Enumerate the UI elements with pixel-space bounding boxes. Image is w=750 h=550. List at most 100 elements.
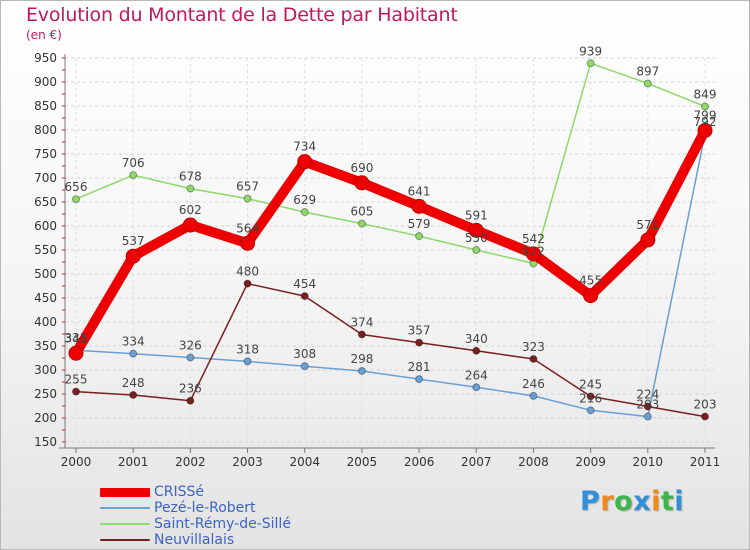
- data-point: [300, 292, 309, 301]
- data-point: [586, 59, 595, 68]
- data-label: 641: [408, 184, 431, 198]
- data-label: 522: [522, 244, 545, 258]
- data-point: [468, 222, 484, 238]
- data-point: [415, 232, 424, 241]
- data-point: [529, 354, 538, 363]
- legend-swatch: [100, 507, 150, 509]
- data-point: [357, 219, 366, 228]
- x-tick-label: 2004: [289, 455, 320, 469]
- data-label: 248: [122, 376, 145, 390]
- data-label: 792: [694, 115, 717, 129]
- data-point: [129, 171, 138, 180]
- data-label: 579: [408, 217, 431, 231]
- data-point: [525, 246, 541, 262]
- series-line: [75, 133, 706, 418]
- data-point: [640, 232, 656, 248]
- data-label: 602: [179, 203, 202, 217]
- data-point: [68, 345, 84, 361]
- y-tick-label: 500: [34, 267, 57, 281]
- data-label: 255: [65, 373, 88, 387]
- data-label: 564: [236, 221, 259, 235]
- data-point: [129, 390, 138, 399]
- x-tick-label: 2010: [633, 455, 664, 469]
- x-tick-label: 2006: [404, 455, 435, 469]
- data-point: [300, 362, 309, 371]
- data-point: [415, 338, 424, 347]
- data-label: 591: [465, 208, 488, 222]
- data-point: [243, 357, 252, 366]
- data-point: [472, 383, 481, 392]
- data-point: [472, 246, 481, 254]
- y-tick-label: 950: [34, 51, 57, 65]
- data-label: 334: [122, 335, 145, 349]
- data-label: 357: [408, 324, 431, 338]
- data-label: 706: [122, 156, 145, 170]
- legend-label: Saint-Rémy-de-Sillé: [154, 516, 291, 532]
- data-point: [643, 402, 652, 411]
- legend-swatch: [100, 523, 150, 525]
- x-tick-label: 2008: [518, 455, 549, 469]
- chart-subtitle: (en €): [26, 28, 62, 42]
- series-line: [71, 125, 710, 359]
- data-point: [586, 392, 595, 401]
- y-tick-label: 600: [34, 219, 57, 233]
- y-tick-label: 250: [34, 387, 57, 401]
- y-tick-label: 450: [34, 291, 57, 305]
- data-point: [72, 195, 80, 204]
- data-label: 454: [293, 277, 316, 291]
- data-label: 203: [694, 398, 717, 412]
- x-tick-label: 2002: [175, 455, 206, 469]
- data-point: [186, 353, 195, 362]
- data-point: [182, 217, 198, 233]
- data-point: [529, 391, 538, 400]
- data-label: 849: [694, 87, 717, 101]
- data-label: 605: [350, 205, 373, 219]
- y-tick-label: 850: [34, 99, 57, 113]
- data-point: [72, 387, 80, 396]
- data-label: 308: [293, 347, 316, 361]
- data-label: 216: [579, 391, 602, 405]
- legend-swatch: [100, 487, 150, 497]
- data-label: 480: [236, 265, 259, 279]
- data-label: 246: [522, 377, 545, 391]
- data-label: 341: [65, 331, 88, 345]
- data-label: 656: [65, 180, 88, 194]
- data-label: 571: [636, 218, 659, 232]
- logo-letter: o: [614, 486, 634, 517]
- logo-letter: P: [580, 486, 601, 517]
- data-label: 455: [579, 274, 602, 288]
- data-label: 939: [579, 44, 602, 58]
- legend-swatch: [100, 539, 150, 541]
- data-point: [125, 248, 141, 264]
- y-tick-label: 350: [34, 339, 57, 353]
- data-point: [357, 366, 366, 375]
- legend-item: Pezé-le-Robert: [100, 500, 291, 516]
- data-point: [297, 154, 313, 170]
- data-label: 629: [293, 193, 316, 207]
- data-point: [243, 194, 252, 203]
- data-label: 690: [350, 161, 373, 175]
- y-tick-label: 700: [34, 171, 57, 185]
- x-tick-label: 2000: [61, 455, 92, 469]
- legend-label: CRISSé: [154, 484, 205, 500]
- logo-letter: x: [633, 486, 652, 517]
- data-label: 335: [65, 331, 88, 345]
- data-point: [243, 279, 252, 288]
- y-tick-label: 800: [34, 123, 57, 137]
- x-tick-label: 2011: [690, 455, 721, 469]
- legend-label: Neuvillalais: [154, 532, 235, 548]
- x-tick-label: 2003: [232, 455, 263, 469]
- data-label: 374: [350, 315, 373, 329]
- data-point: [186, 184, 195, 193]
- chart-title: Evolution du Montant de la Dette par Hab…: [26, 4, 458, 26]
- legend-item: CRISSé: [100, 484, 291, 500]
- data-label: 203: [636, 398, 659, 412]
- data-label: 340: [465, 332, 488, 346]
- logo-letter: i: [674, 486, 685, 517]
- data-point: [357, 330, 366, 339]
- data-label: 281: [408, 360, 431, 374]
- y-tick-label: 550: [34, 243, 57, 257]
- x-tick-label: 2009: [575, 455, 606, 469]
- y-tick-label: 400: [34, 315, 57, 329]
